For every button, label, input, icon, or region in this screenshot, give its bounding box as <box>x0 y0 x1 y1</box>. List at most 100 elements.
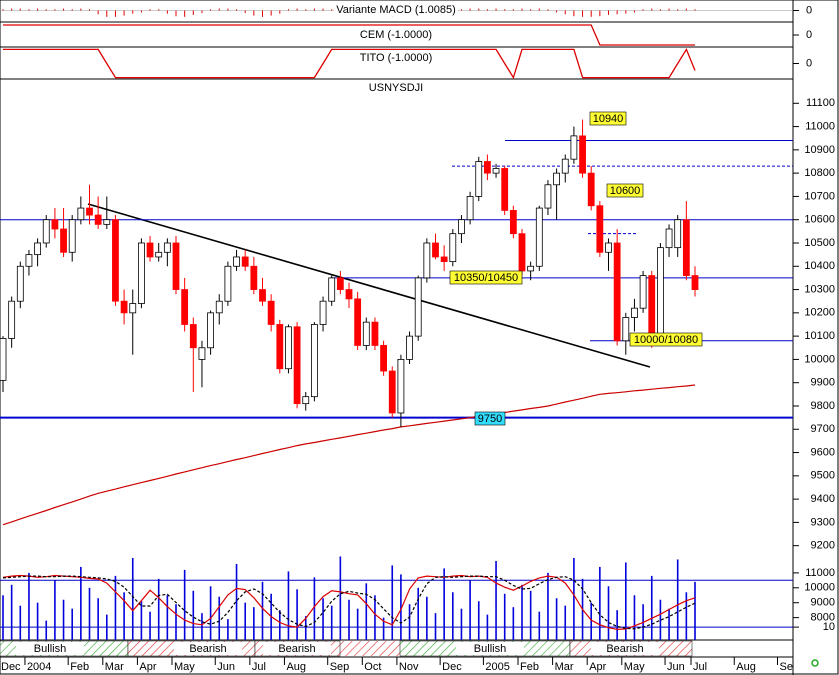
x-tick-label: 2004 <box>27 661 51 673</box>
candle-body <box>34 242 41 256</box>
candle-body <box>622 317 630 342</box>
candle-body <box>86 207 93 216</box>
candle-body <box>501 168 509 211</box>
volume-bar <box>495 560 497 640</box>
x-tick-label: Apr <box>589 661 606 673</box>
volume-bar <box>633 595 636 640</box>
x-tick-label: Mar <box>105 661 124 673</box>
candle-body <box>388 370 396 414</box>
volume-bar <box>417 587 419 640</box>
y-tick-label: 8000 <box>811 612 835 624</box>
volume-bar <box>477 601 480 640</box>
candle-body <box>475 161 483 197</box>
volume-bar <box>149 611 151 640</box>
candle-body <box>406 335 413 360</box>
volume-bar <box>279 610 281 640</box>
volume-bar <box>227 619 229 640</box>
volume-bar <box>123 592 125 640</box>
y-tick-label: 10600 <box>804 214 835 226</box>
candle-body <box>423 242 431 279</box>
candle-body <box>682 219 690 276</box>
annotation: 9750 <box>478 413 502 425</box>
volume-bar <box>512 607 515 640</box>
y-tick-label: 0 <box>806 29 812 41</box>
y-tick-label: 9600 <box>811 446 835 458</box>
candle-body <box>613 242 621 342</box>
volume-bar <box>157 578 160 640</box>
volume-bar <box>97 598 99 640</box>
x-tick-label: Feb <box>520 661 539 673</box>
stochastic-line <box>2 575 696 630</box>
candle-body <box>310 324 318 398</box>
volume-bar <box>694 581 696 640</box>
x-tick-label: 2005 <box>485 661 509 673</box>
candle-body <box>0 338 7 381</box>
regime-label: Bullish <box>34 643 66 655</box>
y-tick-label: 11000 <box>805 567 835 579</box>
candle-body <box>458 219 465 235</box>
title-box <box>334 4 458 16</box>
regime-label-box <box>263 642 331 655</box>
annotation-box <box>606 183 644 198</box>
volume-bar <box>313 577 316 640</box>
candle-body <box>77 207 85 221</box>
x-tick-label: Mar <box>555 661 574 673</box>
candle-body <box>285 326 292 370</box>
x-tick-label: Apr <box>139 661 156 673</box>
y-tick-label: 9300 <box>811 516 835 528</box>
volume-bar <box>625 562 627 640</box>
volume-bar <box>218 596 221 640</box>
x-tick-label: Oct <box>364 661 381 673</box>
candle-body <box>509 209 517 235</box>
candle-body <box>328 277 336 302</box>
volume-bar <box>443 568 445 640</box>
candle-body <box>674 219 682 249</box>
candle-body <box>60 228 67 253</box>
volume-bar <box>460 608 463 640</box>
candle-body <box>587 172 595 207</box>
candle-body <box>449 233 457 263</box>
x-tick-label: Dec <box>1 661 21 673</box>
y-tick-label: 9900 <box>811 377 835 389</box>
candle-body <box>68 219 76 253</box>
candle-body <box>267 300 275 325</box>
candle-body <box>189 324 197 349</box>
candle-body <box>336 277 344 290</box>
candle-body <box>276 324 284 370</box>
annotation: 10350/10450 <box>454 272 518 284</box>
y-tick-label: 10500 <box>804 237 835 249</box>
x-tick-label: Nov <box>399 661 419 673</box>
volume-bar <box>296 589 298 640</box>
volume-bar <box>374 595 376 640</box>
volume-bar <box>538 611 541 640</box>
annotation: 10940 <box>593 113 624 125</box>
volume-bar <box>71 608 73 640</box>
candle-body <box>657 247 664 342</box>
volume-bar <box>599 566 601 640</box>
candle-body <box>172 242 180 290</box>
volume-bar <box>175 604 177 640</box>
volume-bar <box>452 592 454 640</box>
volume-bar <box>408 604 411 640</box>
volume-bar <box>192 590 195 640</box>
title-box <box>357 52 435 64</box>
volume-bar <box>304 616 307 640</box>
x-tick-label: Sep <box>330 661 350 673</box>
candle-body <box>483 161 491 174</box>
x-tick-label: May <box>174 661 195 673</box>
candle-body <box>492 168 500 174</box>
regime-label: Bullish <box>474 643 506 655</box>
candle-body <box>561 158 569 174</box>
annotation-box <box>449 270 523 285</box>
annotation-box <box>474 411 506 426</box>
candle-body <box>94 214 102 225</box>
volume-bar <box>365 583 368 640</box>
candle-body <box>371 321 379 346</box>
x-tick-label: Jun <box>667 661 685 673</box>
volume-bar <box>287 571 290 640</box>
volume-bar <box>339 556 342 640</box>
candle-body <box>233 256 240 267</box>
regime-label: Bearish <box>189 643 226 655</box>
y-tick-label: 0 <box>806 4 812 16</box>
volume-bar <box>88 587 91 640</box>
